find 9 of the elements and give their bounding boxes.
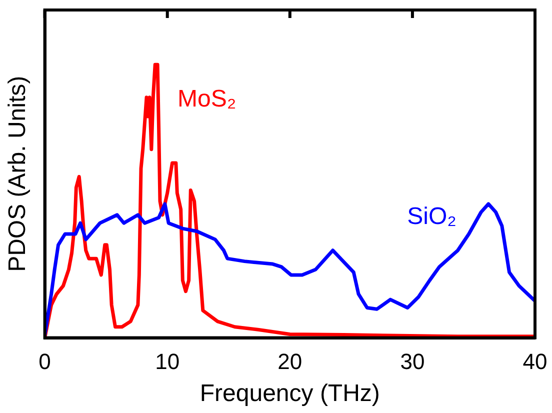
x-axis-title: Frequency (THz) <box>200 380 380 408</box>
y-axis-title: PDOS (Arb. Units) <box>4 76 32 272</box>
x-tick-label: 40 <box>522 349 548 374</box>
x-tick-label: 30 <box>400 349 425 374</box>
x-tick-label: 20 <box>278 349 302 374</box>
series-label: SiO₂ <box>407 202 456 230</box>
series-label: MoS₂ <box>178 86 236 113</box>
x-tick-label: 10 <box>155 349 180 374</box>
x-tick-label: 0 <box>38 349 51 374</box>
